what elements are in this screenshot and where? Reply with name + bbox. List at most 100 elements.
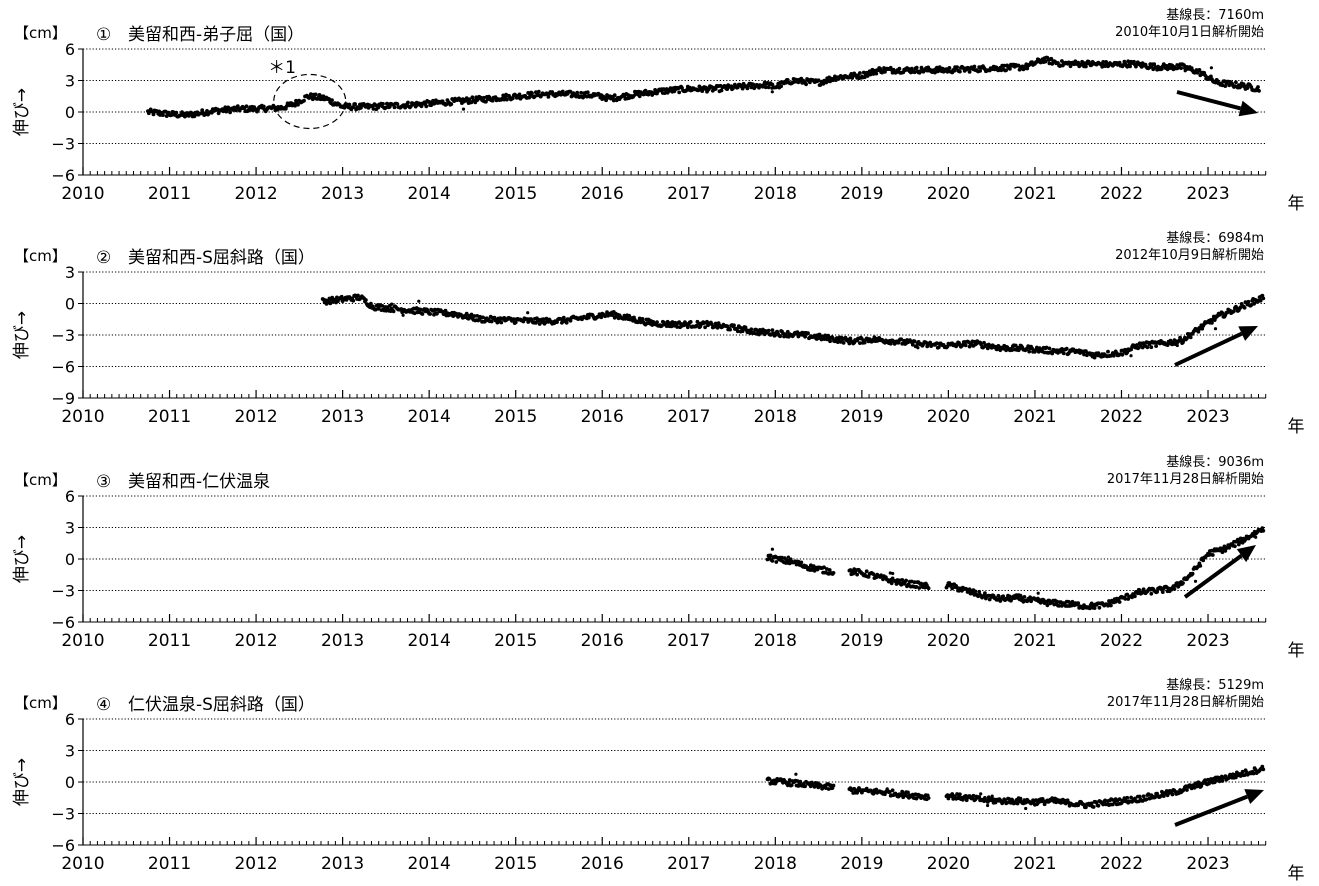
x-tick-label: 2021 [1013,631,1056,651]
x-axis-unit-label: 年 [1288,641,1305,661]
data-point [364,298,368,302]
data-point [412,311,417,316]
data-point [967,70,972,74]
data-point [696,321,701,326]
data-point [955,65,959,70]
data-point [937,65,942,70]
data-point-outlier [770,90,774,94]
x-tick-label: 2020 [927,631,970,651]
arrow-head [1244,789,1264,805]
data-point-outlier [786,555,791,559]
data-point [309,92,313,96]
data-point-outlier [1254,535,1258,539]
x-tick-label: 2012 [234,184,277,204]
data-point [855,572,859,577]
data-point [376,105,381,110]
data-point [1220,83,1225,88]
data-point-outlier [888,571,892,575]
x-tick-label: 2011 [148,854,191,874]
data-point-outlier [794,772,798,776]
data-point [1049,56,1054,61]
data-point-outlier [417,299,421,303]
data-point [1092,355,1097,360]
data-point [351,105,356,110]
data-point [470,95,475,100]
data-point [874,71,879,76]
data-point [599,315,604,320]
data-point [1094,800,1099,805]
data-point [978,69,982,73]
data-point [1135,343,1139,347]
data-point [960,343,965,347]
data-point [351,298,356,303]
data-point [1106,349,1110,354]
x-tick-label: 2017 [667,631,710,651]
chart-panel-3: 【cm】 ③ 美留和西-仁伏温泉 基線長：9036m 2017年11月28日解析開始伸び… [12,454,1305,661]
unit-label: 【cm】 [14,24,67,42]
data-point [1223,774,1228,778]
data-point [1101,802,1106,807]
data-point [838,340,843,344]
data-point [858,341,862,345]
data-point [1101,60,1106,64]
data-point [963,343,968,348]
data-point [1128,64,1132,69]
data-point [899,337,904,342]
panel-title: 仁伏温泉-S屈斜路（国） [128,695,315,715]
x-tick-label: 2012 [234,631,277,651]
x-tick-label: 2023 [1186,184,1229,204]
arrow-shaft [1176,90,1242,111]
y-axis-label: 伸び→ [12,758,32,806]
data-point [816,78,821,83]
chart-panel-1: 【cm】 ① 美留和西-弟子屈（国） 基線長：7160m 2010年10月1日解析開始伸… [12,7,1305,214]
y-tick-label: −6 [51,358,75,377]
x-tick-label: 2021 [1013,407,1056,427]
data-point [384,105,388,110]
data-point [719,88,724,93]
x-tick-label: 2010 [61,631,104,651]
data-point [670,320,675,324]
data-point [513,320,518,325]
data-point [1160,590,1165,594]
data-point [1030,346,1034,351]
data-point [703,325,707,330]
x-tick-label: 2011 [148,631,191,651]
data-point [933,70,937,75]
data-point [1198,564,1203,568]
data-point [1181,581,1185,585]
data-point [749,327,754,332]
data-point-outlier [390,302,394,306]
data-point-outlier [928,340,932,344]
data-point [1233,544,1237,549]
data-point [564,320,569,325]
data-point [914,65,919,70]
data-point [1123,597,1128,601]
data-point-outlier [401,313,405,317]
y-axis-label: 伸び→ [12,88,32,136]
x-tick-label: 2015 [494,631,537,651]
data-point [387,105,392,109]
data-point [768,553,773,558]
data-point [579,90,583,95]
data-point [1146,792,1151,797]
data-point [1190,571,1195,576]
x-axis-unit-label: 年 [1288,864,1305,884]
y-tick-label: 3 [65,263,75,282]
x-axis-unit-label: 年 [1288,194,1305,214]
data-point [831,783,836,788]
data-point [1018,796,1023,801]
data-point-outlier [1175,343,1179,348]
data-point [339,294,344,299]
data-point [489,319,494,324]
data-point [926,586,931,591]
data-point-outlier [1175,63,1179,67]
x-tick-label: 2022 [1100,407,1143,427]
y-tick-label: 6 [65,40,75,59]
data-point [912,580,917,585]
data-point [1242,773,1247,777]
data-point [780,555,784,560]
data-point [1047,346,1052,351]
data-point [1042,350,1047,355]
data-point [1257,89,1261,93]
data-point-outlier [770,86,774,90]
